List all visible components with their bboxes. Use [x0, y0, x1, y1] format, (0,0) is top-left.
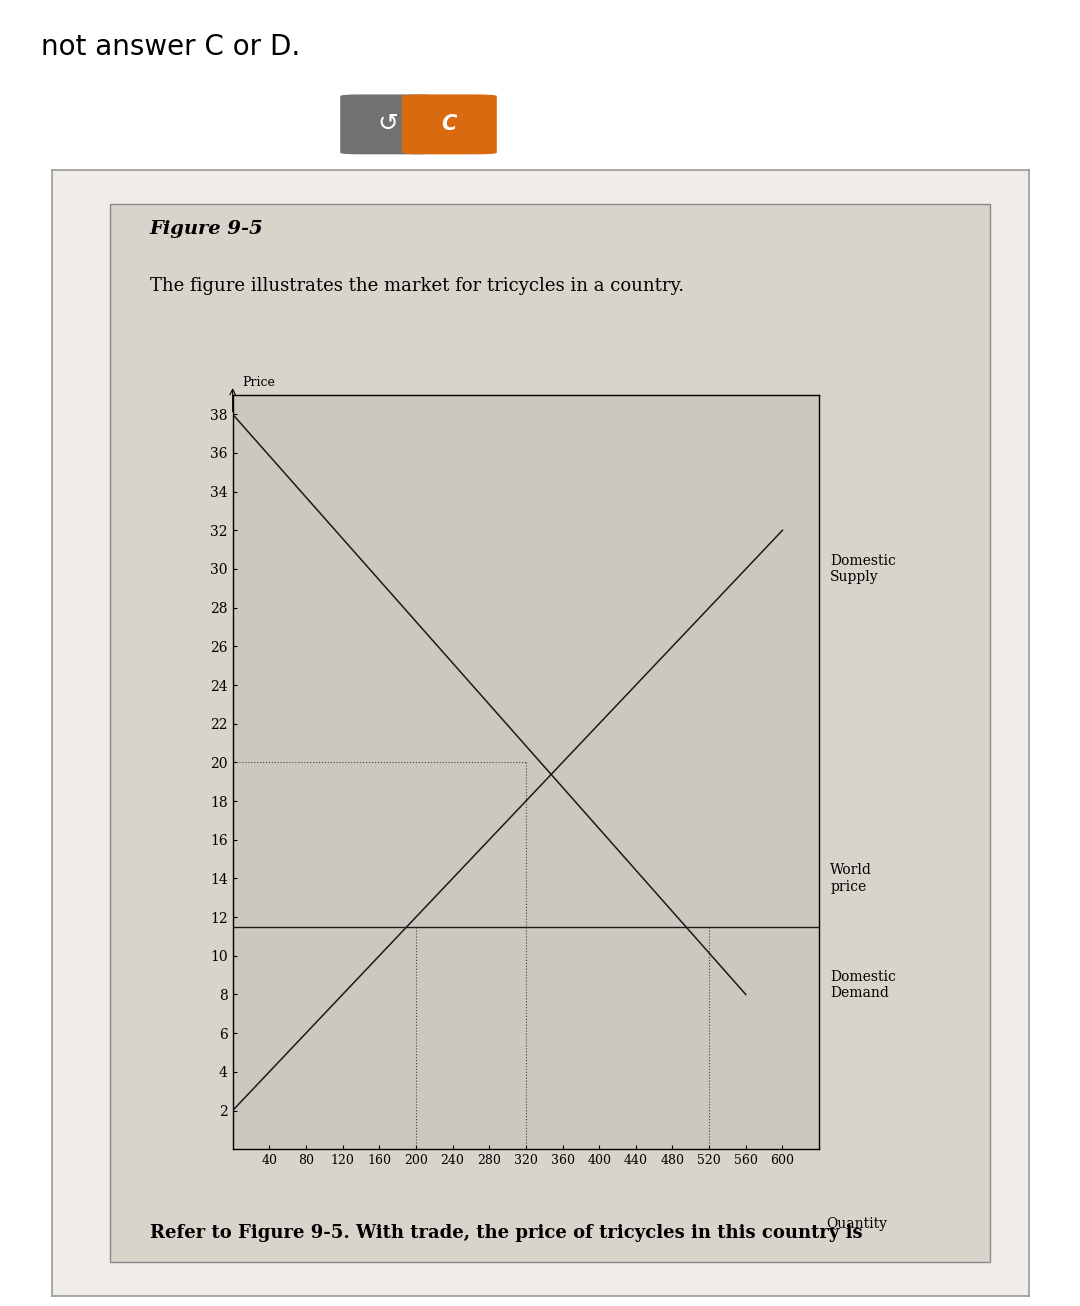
- Text: Price: Price: [242, 376, 274, 389]
- Text: Domestic
Demand: Domestic Demand: [831, 970, 896, 1000]
- FancyBboxPatch shape: [340, 94, 435, 154]
- Text: not answer C or D.: not answer C or D.: [41, 33, 300, 60]
- FancyBboxPatch shape: [110, 204, 990, 1262]
- Text: World
price: World price: [831, 863, 872, 893]
- Text: ↺: ↺: [377, 112, 399, 136]
- Text: C: C: [442, 115, 457, 135]
- Text: The figure illustrates the market for tricycles in a country.: The figure illustrates the market for tr…: [149, 277, 684, 295]
- Text: Refer to Figure 9-5. With trade, the price of tricycles in this country is: Refer to Figure 9-5. With trade, the pri…: [149, 1224, 862, 1242]
- Text: Domestic
Supply: Domestic Supply: [831, 554, 896, 584]
- FancyBboxPatch shape: [402, 94, 497, 154]
- Text: Quantity: Quantity: [826, 1217, 888, 1230]
- Text: Figure 9-5: Figure 9-5: [149, 221, 264, 239]
